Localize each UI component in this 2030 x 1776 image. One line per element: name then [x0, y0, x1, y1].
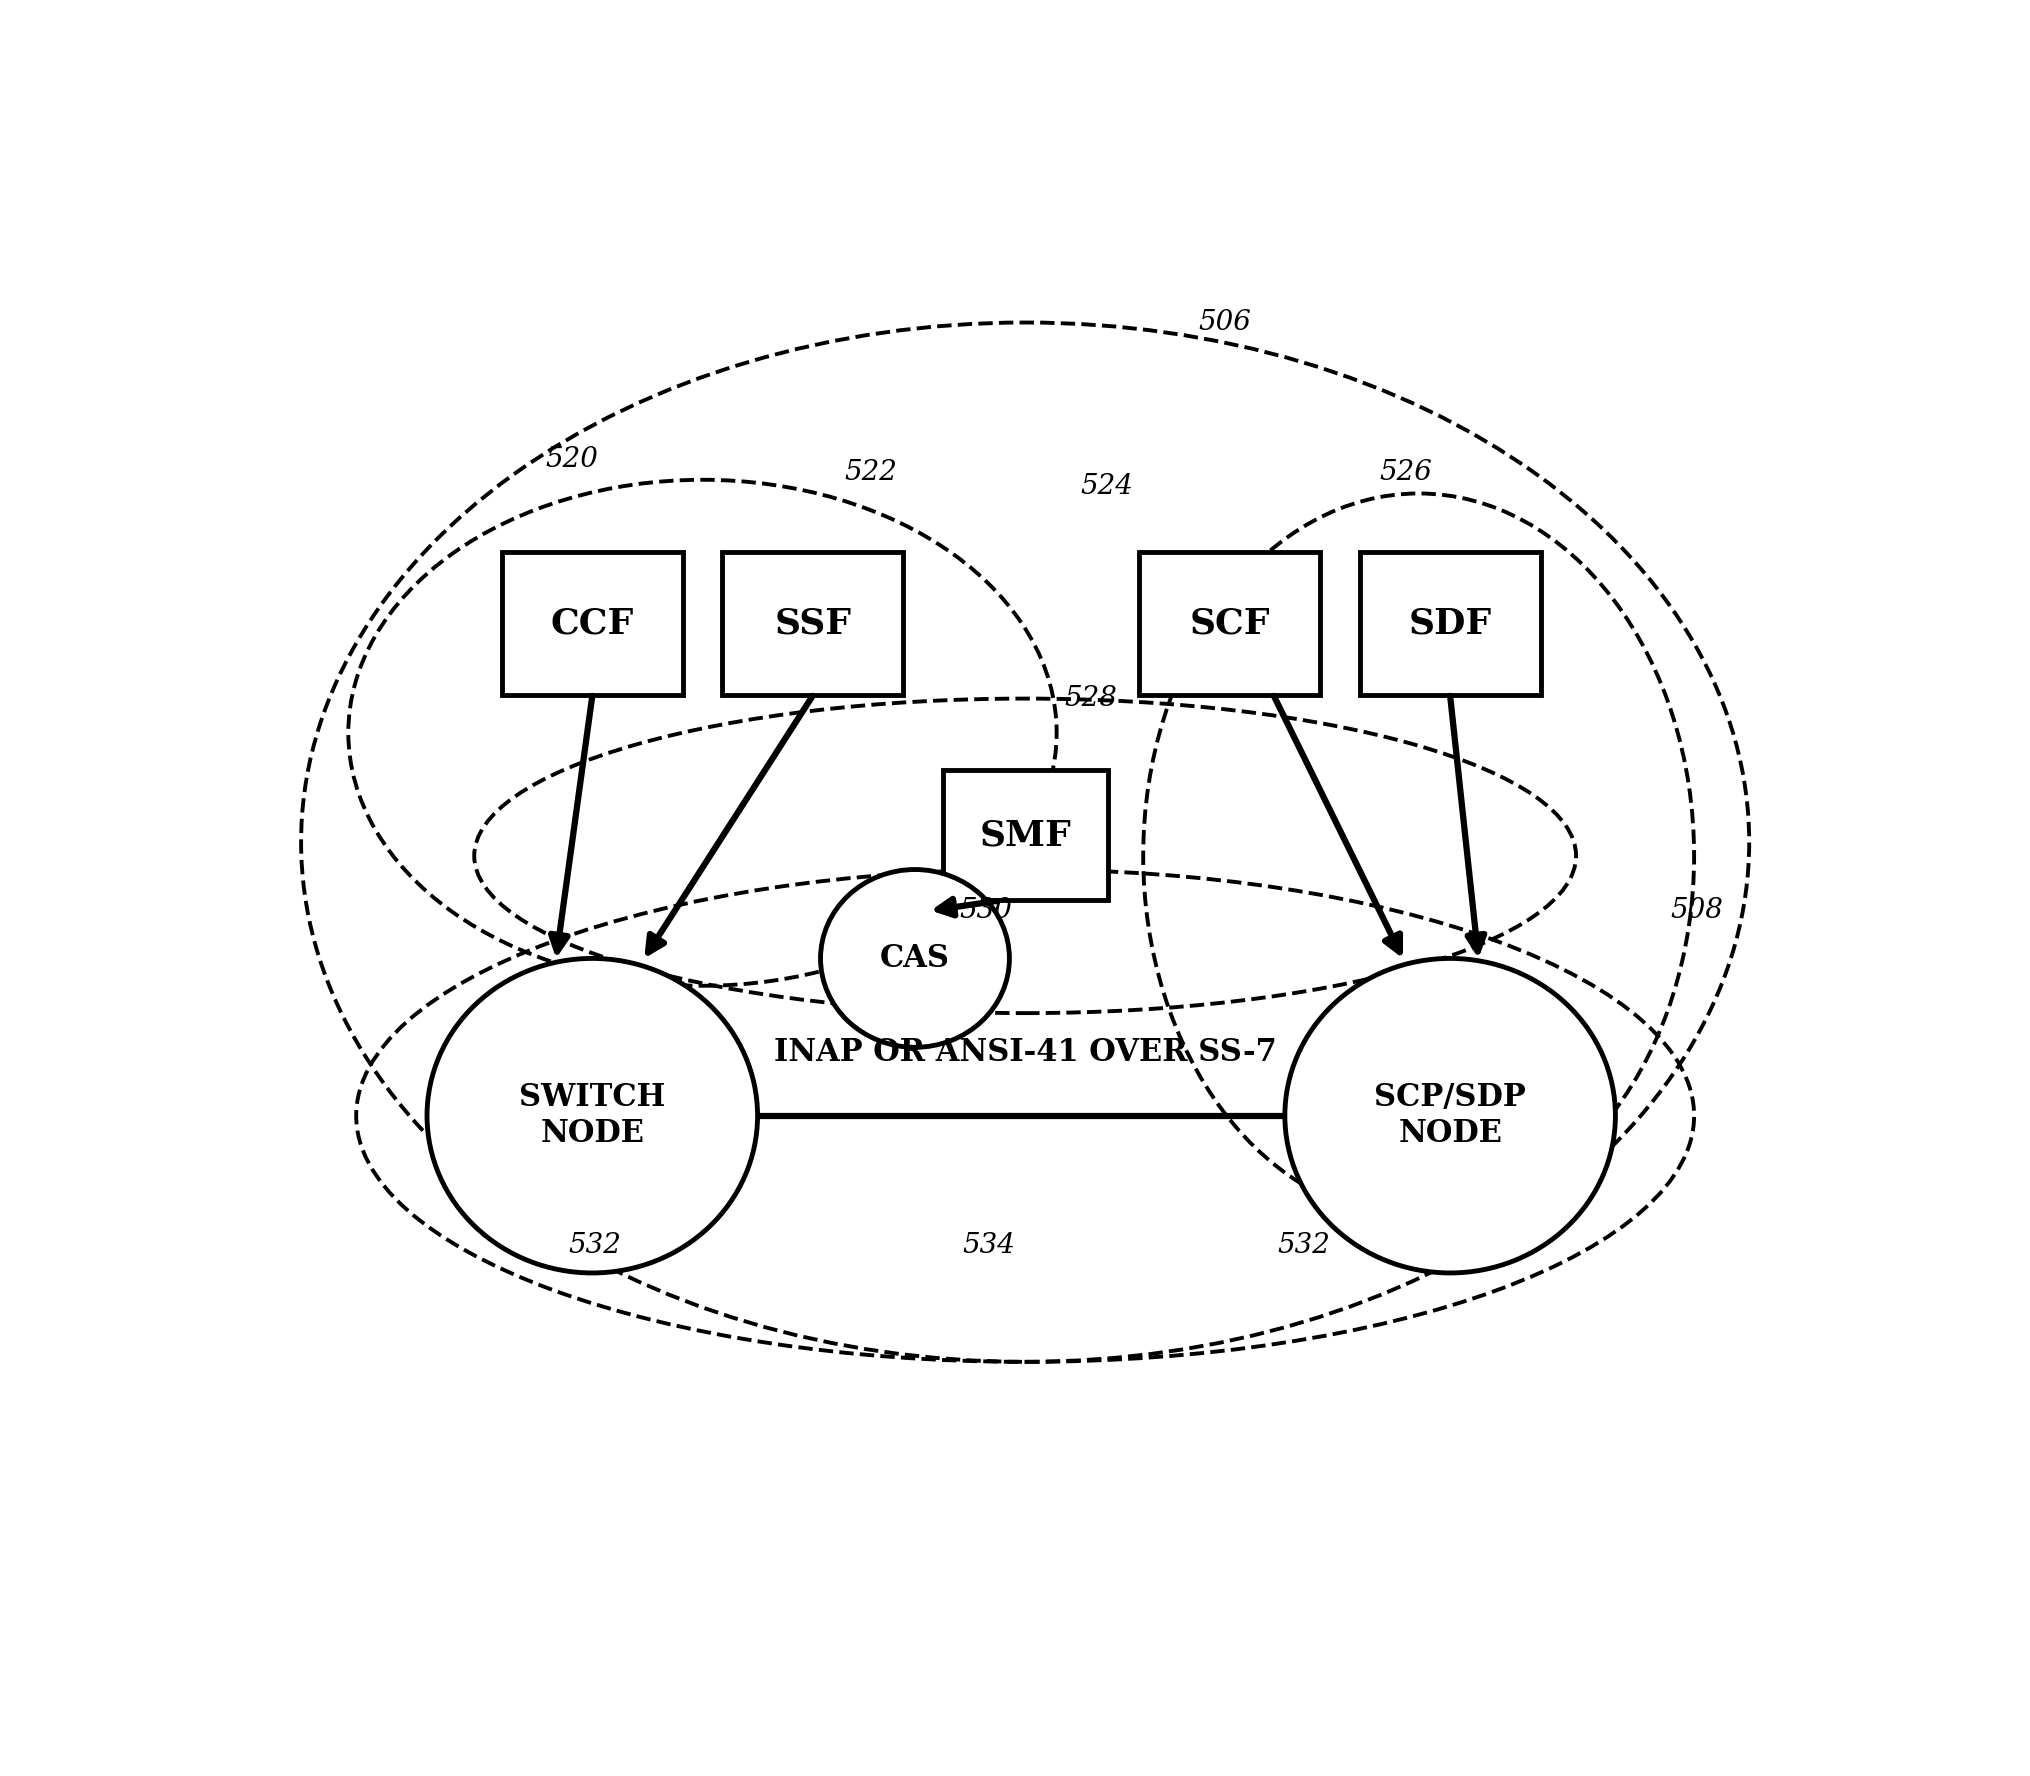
Ellipse shape — [426, 959, 757, 1273]
FancyBboxPatch shape — [501, 552, 682, 694]
Text: 534: 534 — [962, 1233, 1015, 1259]
Text: SWITCH
NODE: SWITCH NODE — [520, 1082, 666, 1149]
FancyBboxPatch shape — [1139, 552, 1320, 694]
Text: 530: 530 — [958, 897, 1011, 924]
Text: INAP OR ANSI-41 OVER SS-7: INAP OR ANSI-41 OVER SS-7 — [773, 1037, 1277, 1067]
Text: 526: 526 — [1378, 460, 1431, 487]
Text: 508: 508 — [1669, 897, 1723, 924]
Text: SSF: SSF — [773, 606, 851, 641]
FancyBboxPatch shape — [723, 552, 903, 694]
Text: 528: 528 — [1064, 686, 1116, 712]
Text: 532: 532 — [1277, 1233, 1330, 1259]
Text: SCF: SCF — [1190, 606, 1269, 641]
Text: CAS: CAS — [879, 943, 950, 973]
Ellipse shape — [1285, 959, 1614, 1273]
Text: SCP/SDP
NODE: SCP/SDP NODE — [1374, 1082, 1525, 1149]
Text: 532: 532 — [568, 1233, 621, 1259]
Text: 524: 524 — [1080, 472, 1133, 501]
FancyBboxPatch shape — [1358, 552, 1541, 694]
Text: 520: 520 — [544, 446, 597, 472]
Text: SMF: SMF — [978, 819, 1070, 852]
Ellipse shape — [820, 870, 1009, 1048]
Text: 522: 522 — [844, 460, 897, 487]
Text: SDF: SDF — [1409, 606, 1490, 641]
FancyBboxPatch shape — [942, 771, 1106, 900]
Text: CCF: CCF — [550, 606, 633, 641]
Text: 506: 506 — [1198, 309, 1250, 336]
